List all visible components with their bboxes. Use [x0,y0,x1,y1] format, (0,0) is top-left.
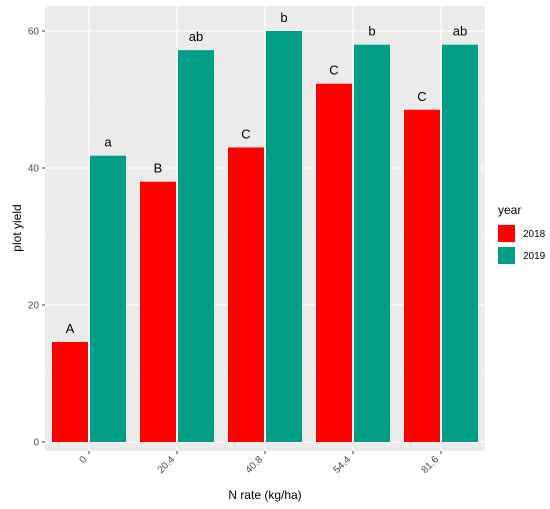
y-tick-label: 20 [28,301,40,312]
bar-label: ab [189,29,203,44]
bar-label: ab [453,24,467,39]
bar-label: C [417,89,426,104]
legend-swatch-2019 [498,247,515,264]
bar-label: A [66,321,75,336]
grid-lines [45,6,485,451]
y-axis: 0 20 40 60 [28,27,45,449]
x-tick-label: 20.4 [156,454,178,476]
x-tick-label: 40.8 [244,454,266,476]
bar-2018-0 [52,341,88,442]
bar-label: C [241,126,250,141]
legend-title: year [498,203,521,217]
x-axis: 0 20.4 40.8 54.4 81.6 [77,451,442,476]
bars [52,31,478,443]
bar-label: b [368,24,375,39]
y-tick-label: 40 [28,164,40,175]
bar-label: a [104,135,112,150]
bar-label: B [154,161,163,176]
x-tick-label: 0 [77,454,89,466]
bar-2019-20.4 [178,50,214,443]
bar-2018-40.8 [228,147,264,442]
bar-2018-54.4 [316,83,352,443]
y-tick-label: 0 [33,438,39,449]
bar-2018-81.6 [404,109,440,443]
bar-label: b [280,10,287,25]
legend: year 2018 2019 [497,203,546,265]
bar-2019-54.4 [354,44,390,442]
bar-2018-20.4 [140,181,176,442]
y-tick-label: 60 [28,27,40,38]
legend-label: 2018 [523,229,546,240]
x-axis-title: N rate (kg/ha) [228,488,301,502]
bar-labels: A B C C Ca ab b b ab [66,10,468,336]
legend-swatch-2018 [498,225,515,242]
bar-2019-40.8 [266,31,302,442]
bar-label: C [329,63,338,78]
x-tick-label: 54.4 [332,454,354,476]
legend-label: 2019 [523,251,546,262]
y-axis-title: plot yield [10,204,24,251]
bar-2019-0 [90,155,126,443]
bar-2019-81.6 [442,44,478,442]
x-tick-label: 81.6 [420,454,442,476]
